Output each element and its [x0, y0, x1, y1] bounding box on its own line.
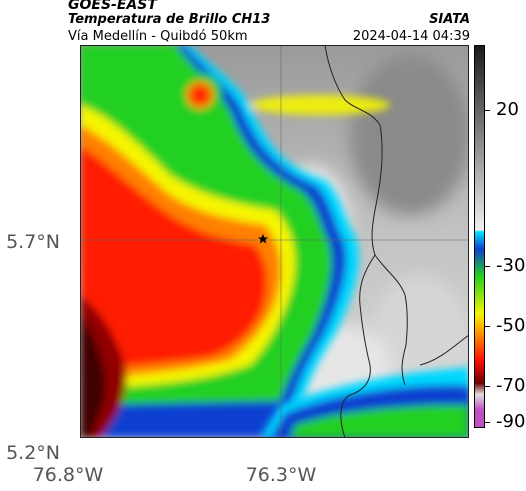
title-satellite: GOES-EAST [68, 0, 157, 13]
lon-tick-76-8: 76.8°W [32, 464, 104, 486]
colorbar-label-20: 20 [496, 99, 519, 120]
timestamp: 2024-04-14 04:39 [352, 29, 470, 44]
lat-tick-5-7: 5.7°N [6, 231, 60, 253]
colorbar [474, 45, 485, 428]
brightness-temperature-field [80, 45, 469, 438]
brand-label: SIATA [429, 12, 470, 27]
star-icon [258, 234, 268, 244]
lon-tick-76-3: 76.3°W [245, 464, 317, 486]
colorbar-label-minus90: -90 [496, 411, 526, 432]
lat-tick-5-2: 5.2°N [6, 442, 60, 464]
colorbar-label-minus30: -30 [496, 255, 526, 276]
title-route: Vía Medellín - Quibdó 50km [68, 29, 248, 44]
colorbar-label-minus70: -70 [496, 375, 526, 396]
satellite-map[interactable] [80, 45, 469, 438]
colorbar-label-minus50: -50 [496, 315, 526, 336]
title-product: Temperatura de Brillo CH13 [68, 12, 271, 27]
